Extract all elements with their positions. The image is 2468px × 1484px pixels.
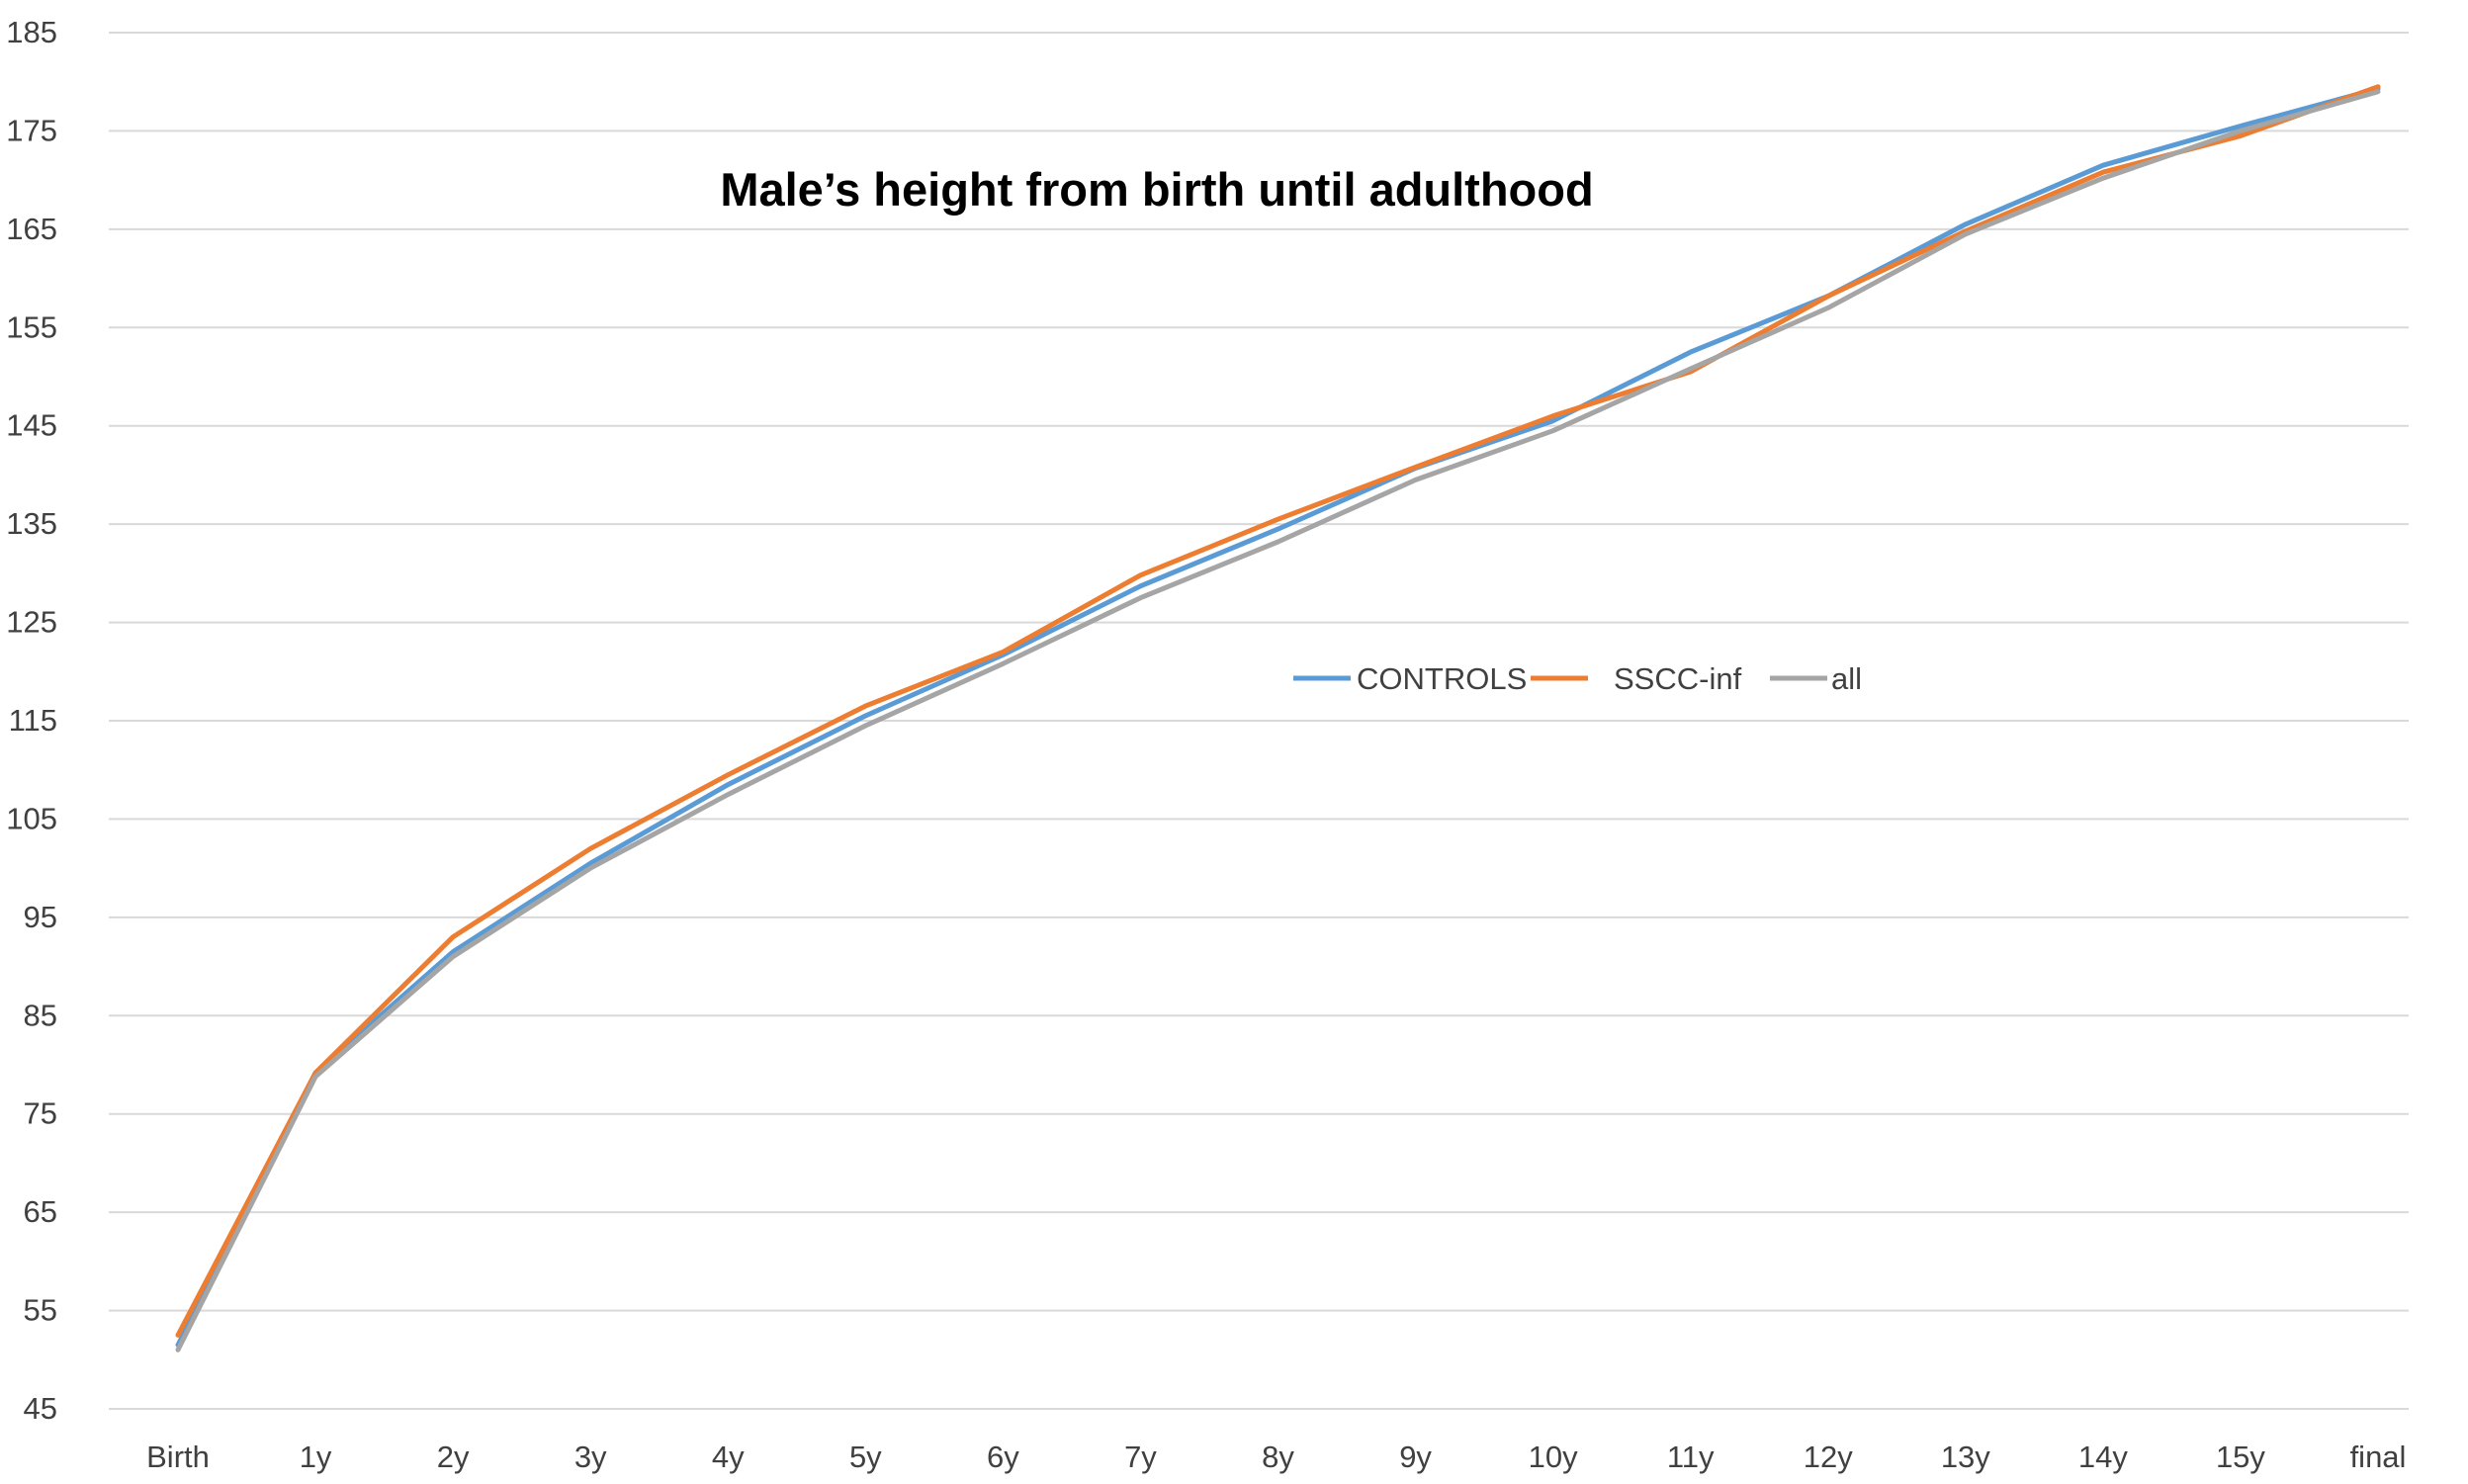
x-tick-label: 14y — [2078, 1440, 2128, 1474]
y-tick-label: 105 — [6, 801, 57, 835]
x-tick-label: 13y — [1941, 1440, 1990, 1474]
y-tick-label: 65 — [24, 1194, 57, 1229]
x-tick-label: 7y — [1124, 1440, 1157, 1474]
y-tick-label: 75 — [24, 1096, 57, 1131]
x-tick-label: 11y — [1667, 1440, 1715, 1474]
x-tick-label: 1y — [300, 1440, 332, 1474]
gridlines — [109, 32, 2409, 1410]
x-tick-label: Birth — [146, 1440, 210, 1474]
x-tick-label: 3y — [574, 1440, 607, 1474]
x-tick-label: 9y — [1399, 1440, 1432, 1474]
x-tick-label: 4y — [712, 1440, 745, 1474]
x-axis-tick-labels: Birth 1y 2y 3y 4y 5y 6y 7y 8y 9y 10y 11y 12y 13y 14y 15… — [146, 1440, 2406, 1474]
y-tick-label: 125 — [6, 605, 57, 640]
series-line-all — [175, 89, 2381, 1353]
legend-label: CONTROLS — [1357, 661, 1527, 696]
series-lines — [175, 84, 2381, 1353]
y-tick-label: 45 — [24, 1391, 57, 1426]
legend: CONTROLS SSCC-inf all — [1293, 661, 1862, 696]
y-tick-label: 85 — [24, 998, 57, 1032]
legend-item-sscc-inf: SSCC-inf — [1531, 661, 1742, 696]
y-tick-label: 135 — [6, 506, 57, 541]
x-tick-label: 5y — [849, 1440, 882, 1474]
series-line-sscc-inf — [175, 84, 2381, 1338]
x-tick-label: 15y — [2216, 1440, 2265, 1474]
y-tick-label: 115 — [9, 703, 57, 738]
y-tick-label: 185 — [6, 15, 57, 49]
legend-label: all — [1831, 661, 1862, 696]
y-tick-label: 165 — [6, 212, 57, 246]
y-axis-tick-labels: 45 55 65 75 85 95 105 115 125 135 145 155 165 175 185 — [6, 15, 57, 1426]
y-tick-label: 175 — [6, 113, 57, 147]
legend-label: SSCC-inf — [1614, 661, 1742, 696]
legend-item-controls: CONTROLS — [1293, 661, 1527, 696]
x-tick-label: 12y — [1804, 1440, 1853, 1474]
x-tick-label: 10y — [1529, 1440, 1578, 1474]
x-tick-label: final — [2350, 1440, 2407, 1474]
chart-title: Male’s height from birth until adulthood — [720, 163, 1593, 216]
y-tick-label: 95 — [24, 900, 57, 934]
x-tick-label: 6y — [987, 1440, 1019, 1474]
series-line-controls — [175, 86, 2381, 1348]
x-tick-label: 8y — [1262, 1440, 1294, 1474]
x-tick-label: 2y — [437, 1440, 470, 1474]
y-tick-label: 145 — [6, 408, 57, 443]
legend-item-all: all — [1770, 661, 1862, 696]
y-tick-label: 155 — [6, 309, 57, 344]
y-tick-label: 55 — [24, 1293, 57, 1328]
